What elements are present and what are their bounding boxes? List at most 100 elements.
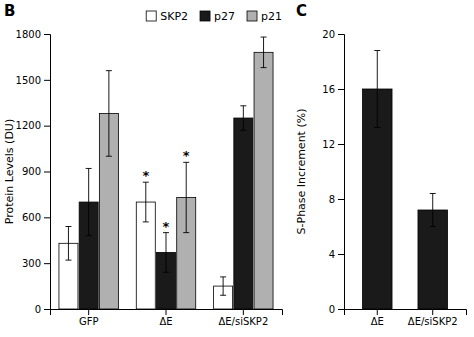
axis-title: S-Phase Increment (%)	[295, 109, 308, 235]
legend-item: p21	[247, 10, 282, 23]
bar	[234, 118, 253, 309]
legend-swatch	[247, 11, 257, 21]
tick-mark	[338, 254, 344, 255]
plot-area	[363, 51, 448, 310]
error-bar	[374, 51, 380, 128]
error-bar	[430, 194, 436, 227]
legend-label: p21	[261, 10, 282, 23]
tick-mark	[44, 217, 50, 218]
tick-label: 0	[35, 304, 41, 315]
tick: 12	[322, 139, 344, 150]
legend-item: SKP2	[146, 10, 188, 23]
axis-title: Protein Levels (DU)	[3, 119, 16, 224]
tick: ΔE	[371, 309, 384, 327]
axis-line	[51, 310, 283, 316]
title: B	[4, 2, 15, 20]
tick-label: ΔE/siSKP2	[218, 316, 268, 327]
tick-label: ΔE	[159, 316, 172, 327]
legend-label: p27	[214, 10, 235, 23]
tick: 4	[329, 249, 344, 260]
tick-mark	[44, 309, 50, 310]
legend-swatch	[146, 11, 156, 21]
tick: 300	[22, 258, 50, 269]
tick: ΔE	[159, 309, 172, 327]
tick: GFP	[79, 309, 99, 327]
tick: 1800	[16, 29, 50, 40]
series	[59, 182, 233, 309]
tick-label: ΔE/siSKP2	[408, 316, 458, 327]
tick-mark	[44, 34, 50, 35]
tick-mark	[44, 80, 50, 81]
annotation: *	[142, 168, 149, 183]
x-axis: ΔE ΔE/siSKP2	[345, 309, 467, 327]
tick: 0	[329, 304, 344, 315]
tick: 1200	[16, 120, 50, 131]
tick-label: 16	[322, 84, 335, 95]
annotation: *	[163, 219, 170, 234]
x-axis: GFP ΔE ΔE/siSKP2	[51, 309, 283, 327]
error-bar	[240, 106, 246, 130]
y-axis: 0 300 600 900 1200 1500 1800	[16, 29, 51, 315]
error-bar	[183, 162, 189, 232]
annotation: *	[183, 148, 190, 163]
tick-mark	[44, 172, 50, 173]
tick-label: 0	[329, 304, 335, 315]
panel: 0 4 8 12 16 20 ΔE ΔE/siSKP2	[322, 29, 466, 327]
tick: 20	[322, 29, 344, 40]
series	[99, 37, 273, 309]
tick-mark	[377, 309, 378, 315]
plot-area	[59, 37, 273, 309]
tick-label: ΔE	[371, 316, 384, 327]
tick-label: 12	[322, 139, 335, 150]
panel: 0 300 600 900 1200 1500 1800 GFP ΔE ΔE/siSKP2 * * *	[16, 29, 283, 327]
tick-mark	[338, 144, 344, 145]
error-bar	[65, 227, 71, 261]
tick: 16	[322, 84, 344, 95]
legend-item: p27	[200, 10, 235, 23]
tick-label: 1200	[16, 120, 41, 131]
tick-mark	[338, 34, 344, 35]
tick-label: 900	[22, 166, 41, 177]
legend-swatch	[200, 11, 210, 21]
tick-label: 300	[22, 258, 41, 269]
tick-mark	[88, 309, 89, 315]
axis-line	[338, 35, 345, 310]
tick-label: 20	[322, 29, 335, 40]
bar	[254, 52, 273, 309]
tick: 1500	[16, 75, 50, 86]
figure: 0 300 600 900 1200 1500 1800 GFP ΔE ΔE/siSKP2 * * * B…	[0, 0, 474, 337]
tick-mark	[338, 199, 344, 200]
legend: SKP2 p27 p21	[146, 10, 282, 23]
tick-mark	[338, 89, 344, 90]
legend-label: SKP2	[160, 10, 188, 23]
tick-label: GFP	[79, 316, 99, 327]
tick: ΔE/siSKP2	[408, 309, 458, 327]
tick-label: 8	[329, 194, 335, 205]
tick-mark	[432, 309, 433, 315]
error-bar	[220, 277, 226, 295]
title: C	[296, 2, 307, 20]
tick: 8	[329, 194, 344, 205]
error-bar	[143, 182, 149, 222]
error-bar	[106, 71, 112, 157]
tick-mark	[166, 309, 167, 315]
tick-label: 600	[22, 212, 41, 223]
tick-mark	[44, 126, 50, 127]
y-axis: 0 4 8 12 16 20	[322, 29, 344, 315]
error-bar	[163, 233, 169, 273]
tick-mark	[44, 263, 50, 264]
tick: 0	[35, 304, 50, 315]
error-bar	[261, 37, 267, 68]
tick: 600	[22, 212, 50, 223]
tick: 900	[22, 166, 50, 177]
error-bar	[86, 168, 92, 235]
axis-line	[345, 310, 467, 316]
series	[79, 106, 253, 309]
series	[363, 51, 448, 310]
tick-label: 4	[329, 249, 335, 260]
tick-label: 1800	[16, 29, 41, 40]
tick-mark	[243, 309, 244, 315]
tick-label: 1500	[16, 75, 41, 86]
tick: ΔE/siSKP2	[218, 309, 268, 327]
axis-line	[44, 35, 51, 310]
